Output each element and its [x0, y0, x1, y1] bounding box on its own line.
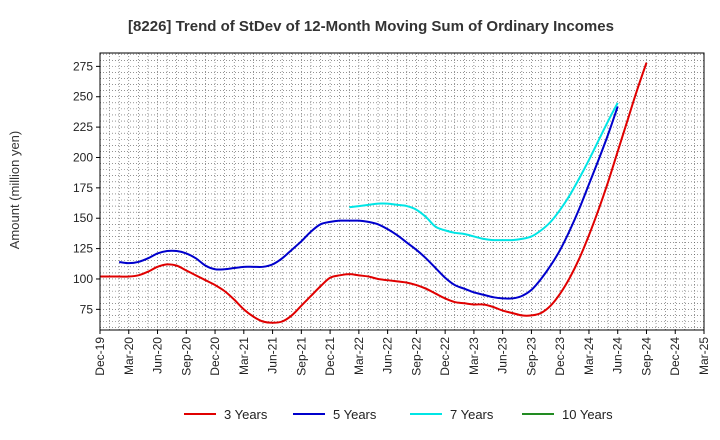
- y-tick-label: 175: [73, 181, 93, 195]
- legend-label-10-years: 10 Years: [562, 407, 613, 422]
- y-tick-label: 100: [73, 272, 93, 286]
- x-tick-label: Dec-20: [208, 337, 222, 376]
- legend-label-5-years: 5 Years: [333, 407, 377, 422]
- legend: 3 Years 5 Years 7 Years 10 Years: [184, 407, 613, 422]
- x-tick-label: Mar-25: [697, 337, 711, 375]
- legend-label-7-years: 7 Years: [450, 407, 494, 422]
- y-tick-labels: 75 100 125 150 175 200 225 250 275: [73, 59, 100, 316]
- x-tick-label: Dec-23: [553, 337, 567, 376]
- y-tick-label: 75: [80, 302, 94, 316]
- x-tick-label: Jun-21: [266, 337, 280, 374]
- legend-label-3-years: 3 Years: [224, 407, 268, 422]
- x-tick-label: Jun-22: [381, 337, 395, 374]
- x-tick-label: Mar-20: [122, 337, 136, 375]
- y-axis-label: Amount (million yen): [7, 131, 22, 250]
- x-tick-labels: Dec-19 Mar-20 Jun-20 Sep-20 Dec-20 Mar-21 Jun-…: [93, 330, 711, 376]
- x-tick-label: Dec-24: [668, 337, 682, 376]
- x-tick-label: Sep-23: [524, 337, 538, 376]
- series-line-3-years: [100, 62, 648, 324]
- x-tick-label: Mar-22: [352, 337, 366, 375]
- x-tick-label: Jun-24: [611, 337, 625, 374]
- y-tick-label: 150: [73, 211, 93, 225]
- x-tick-label: Mar-21: [237, 337, 251, 375]
- grid-layer: [99, 53, 705, 330]
- y-tick-label: 275: [73, 59, 93, 73]
- y-tick-label: 250: [73, 90, 93, 104]
- x-tick-label: Jun-23: [496, 337, 510, 374]
- x-tick-label: Dec-21: [323, 337, 337, 376]
- x-tick-label: Sep-20: [179, 337, 193, 376]
- chart-title: [8226] Trend of StDev of 12-Month Moving…: [128, 18, 614, 35]
- series-line-5-years: [119, 106, 619, 300]
- y-tick-label: 225: [73, 120, 93, 134]
- series-line-7-years: [349, 102, 619, 242]
- x-tick-label: Mar-24: [582, 337, 596, 375]
- x-tick-label: Mar-23: [467, 337, 481, 375]
- x-tick-label: Sep-24: [639, 337, 653, 376]
- x-tick-label: Sep-22: [409, 337, 423, 376]
- y-tick-label: 125: [73, 242, 93, 256]
- series-layer: [100, 62, 648, 324]
- y-tick-label: 200: [73, 150, 93, 164]
- x-tick-label: Sep-21: [294, 337, 308, 376]
- x-tick-label: Dec-22: [438, 337, 452, 376]
- x-tick-label: Dec-19: [93, 337, 107, 376]
- x-tick-label: Jun-20: [151, 337, 165, 374]
- plot-area-frame: [99, 52, 705, 331]
